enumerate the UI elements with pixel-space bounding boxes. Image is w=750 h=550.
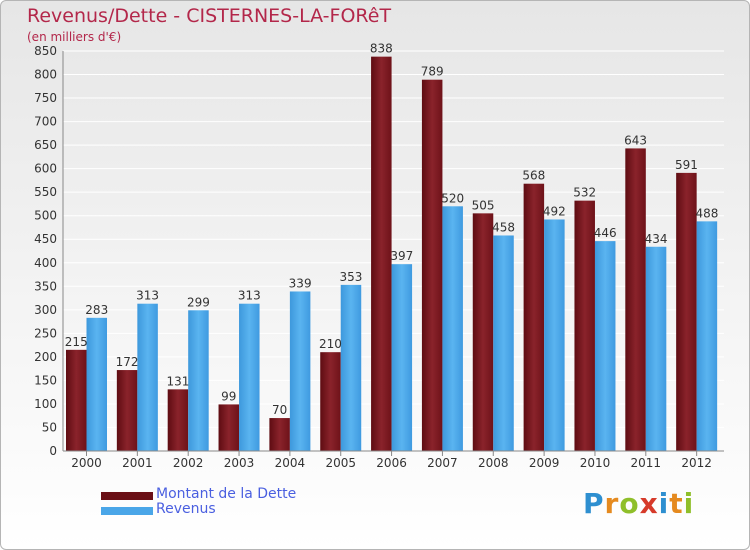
revenus-value-label: 353 bbox=[340, 270, 363, 284]
y-tick-label: 200 bbox=[34, 350, 57, 364]
revenus-value-label: 434 bbox=[645, 232, 668, 246]
chart-title: Revenus/Dette - CISTERNES-LA-FORêT bbox=[27, 5, 392, 27]
revenus-bar bbox=[696, 221, 718, 451]
dette-value-label: 215 bbox=[65, 335, 88, 349]
revenus-bar bbox=[594, 241, 616, 451]
dette-value-label: 643 bbox=[624, 133, 647, 147]
y-tick-label: 400 bbox=[34, 256, 57, 270]
revenus-value-label: 313 bbox=[238, 289, 261, 303]
dette-bar bbox=[269, 418, 290, 451]
y-tick-label: 600 bbox=[34, 162, 57, 176]
x-tick-label: 2008 bbox=[478, 456, 509, 470]
revenus-bar bbox=[493, 235, 514, 451]
revenus-bar bbox=[188, 310, 209, 451]
dette-value-label: 789 bbox=[421, 65, 444, 79]
dette-bar bbox=[116, 370, 138, 451]
dette-bar bbox=[66, 349, 87, 451]
revenus-bar bbox=[340, 284, 362, 451]
revenus-value-label: 313 bbox=[136, 289, 159, 303]
y-tick-label: 850 bbox=[34, 44, 57, 58]
dette-value-label: 505 bbox=[472, 198, 495, 212]
x-tick-label: 2003 bbox=[224, 456, 255, 470]
revenus-bar bbox=[645, 246, 667, 451]
x-tick-label: 2010 bbox=[580, 456, 611, 470]
dette-value-label: 568 bbox=[522, 169, 545, 183]
revenus-value-label: 488 bbox=[695, 206, 718, 220]
dette-bar bbox=[167, 389, 189, 451]
y-tick-label: 750 bbox=[34, 91, 57, 105]
y-tick-label: 800 bbox=[34, 68, 57, 82]
x-tick-label: 2001 bbox=[122, 456, 153, 470]
dette-bar bbox=[371, 56, 392, 451]
x-tick-label: 2011 bbox=[631, 456, 662, 470]
dette-bar bbox=[523, 183, 545, 452]
y-tick-label: 500 bbox=[34, 209, 57, 223]
revenus-bar bbox=[137, 303, 158, 451]
dette-value-label: 210 bbox=[319, 337, 342, 351]
dette-value-label: 838 bbox=[370, 42, 393, 56]
dette-bar bbox=[218, 404, 240, 451]
dette-bar bbox=[625, 148, 646, 452]
dette-value-label: 591 bbox=[675, 158, 698, 172]
x-tick-label: 2004 bbox=[275, 456, 306, 470]
y-tick-label: 450 bbox=[34, 232, 57, 246]
dette-bar bbox=[472, 213, 494, 451]
revenus-bar bbox=[239, 303, 260, 451]
revenus-value-label: 520 bbox=[441, 191, 464, 205]
x-tick-label: 2000 bbox=[71, 456, 102, 470]
dette-value-label: 99 bbox=[221, 389, 236, 403]
chart-subtitle: (en milliers d'€) bbox=[27, 30, 122, 44]
revenus-value-label: 299 bbox=[187, 295, 210, 309]
legend-label-revenus: Revenus bbox=[156, 501, 216, 517]
x-tick-label: 2002 bbox=[173, 456, 204, 470]
y-tick-label: 100 bbox=[34, 397, 57, 411]
y-tick-label: 0 bbox=[49, 444, 57, 458]
dette-bar bbox=[320, 352, 341, 451]
x-tick-label: 2007 bbox=[427, 456, 458, 470]
y-tick-label: 650 bbox=[34, 138, 57, 152]
dette-bar bbox=[574, 200, 595, 451]
revenus-value-label: 446 bbox=[594, 226, 617, 240]
legend-swatch-revenus bbox=[101, 507, 153, 515]
revenus-value-label: 283 bbox=[85, 303, 108, 317]
dette-bar bbox=[421, 79, 443, 452]
dette-bar bbox=[676, 172, 697, 451]
dette-value-label: 532 bbox=[573, 186, 596, 200]
dette-value-label: 131 bbox=[166, 374, 189, 388]
revenus-value-label: 492 bbox=[543, 204, 566, 218]
x-tick-label: 2009 bbox=[529, 456, 560, 470]
proxiti-logo: Proxiti bbox=[583, 487, 695, 520]
y-tick-label: 50 bbox=[42, 420, 57, 434]
y-tick-label: 550 bbox=[34, 185, 57, 199]
revenus-bar bbox=[544, 219, 565, 451]
revenus-bar bbox=[442, 206, 463, 451]
y-tick-label: 350 bbox=[34, 279, 57, 293]
legend-swatch-dette bbox=[101, 492, 153, 500]
y-tick-label: 150 bbox=[34, 373, 57, 387]
y-tick-label: 700 bbox=[34, 115, 57, 129]
revenus-value-label: 458 bbox=[492, 220, 515, 234]
revenus-bar bbox=[86, 317, 107, 451]
revenus-value-label: 339 bbox=[289, 276, 312, 290]
y-tick-label: 250 bbox=[34, 326, 57, 340]
dette-value-label: 70 bbox=[272, 403, 287, 417]
x-tick-label: 2005 bbox=[325, 456, 356, 470]
x-tick-label: 2006 bbox=[376, 456, 407, 470]
revenus-bar bbox=[289, 291, 311, 451]
x-tick-label: 2012 bbox=[681, 456, 712, 470]
y-tick-label: 300 bbox=[34, 303, 57, 317]
revenus-bar bbox=[391, 264, 413, 451]
dette-value-label: 172 bbox=[116, 355, 139, 369]
revenus-value-label: 397 bbox=[390, 249, 413, 263]
legend-label-dette: Montant de la Dette bbox=[156, 486, 297, 502]
